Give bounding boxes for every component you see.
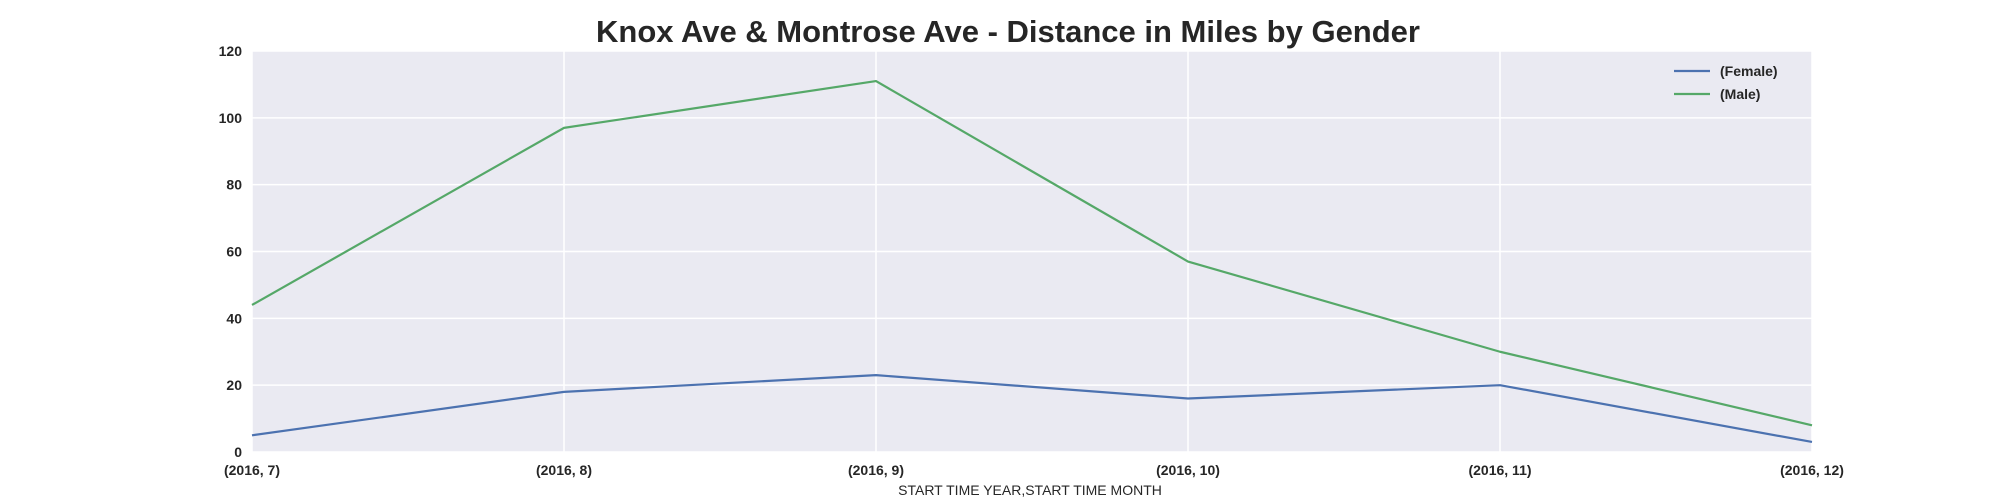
legend-label: (Male) xyxy=(1720,86,1760,102)
legend-label: (Female) xyxy=(1720,63,1778,79)
y-tick-label: 20 xyxy=(226,377,242,393)
x-tick-label: (2016, 10) xyxy=(1156,462,1220,478)
y-tick-label: 100 xyxy=(219,110,243,126)
x-tick-label: (2016, 12) xyxy=(1780,462,1844,478)
x-tick-label: (2016, 7) xyxy=(224,462,280,478)
x-tick-label: (2016, 8) xyxy=(536,462,592,478)
y-tick-label: 40 xyxy=(226,310,242,326)
series-line xyxy=(251,79,1813,427)
legend: (Female) (Male) xyxy=(1674,63,1778,102)
y-tick-label: 120 xyxy=(219,43,243,59)
y-tick-label: 60 xyxy=(226,244,242,260)
x-axis: (2016, 7) (2016, 8) (2016, 9) (2016, 10) (20… xyxy=(224,462,1844,478)
y-tick-label: 80 xyxy=(226,177,242,193)
x-axis-label: START TIME YEAR,START TIME MONTH xyxy=(898,482,1162,498)
y-tick-label: 0 xyxy=(234,444,242,460)
y-axis: 0 20 40 60 80 100 120 xyxy=(219,43,243,460)
chart-title: Knox Ave & Montrose Ave - Distance in Mi… xyxy=(596,14,1420,49)
x-tick-label: (2016, 11) xyxy=(1468,462,1531,478)
series-line xyxy=(251,374,1813,444)
series-lines xyxy=(251,79,1813,444)
x-tick-label: (2016, 9) xyxy=(848,462,904,478)
grid xyxy=(251,50,1813,453)
